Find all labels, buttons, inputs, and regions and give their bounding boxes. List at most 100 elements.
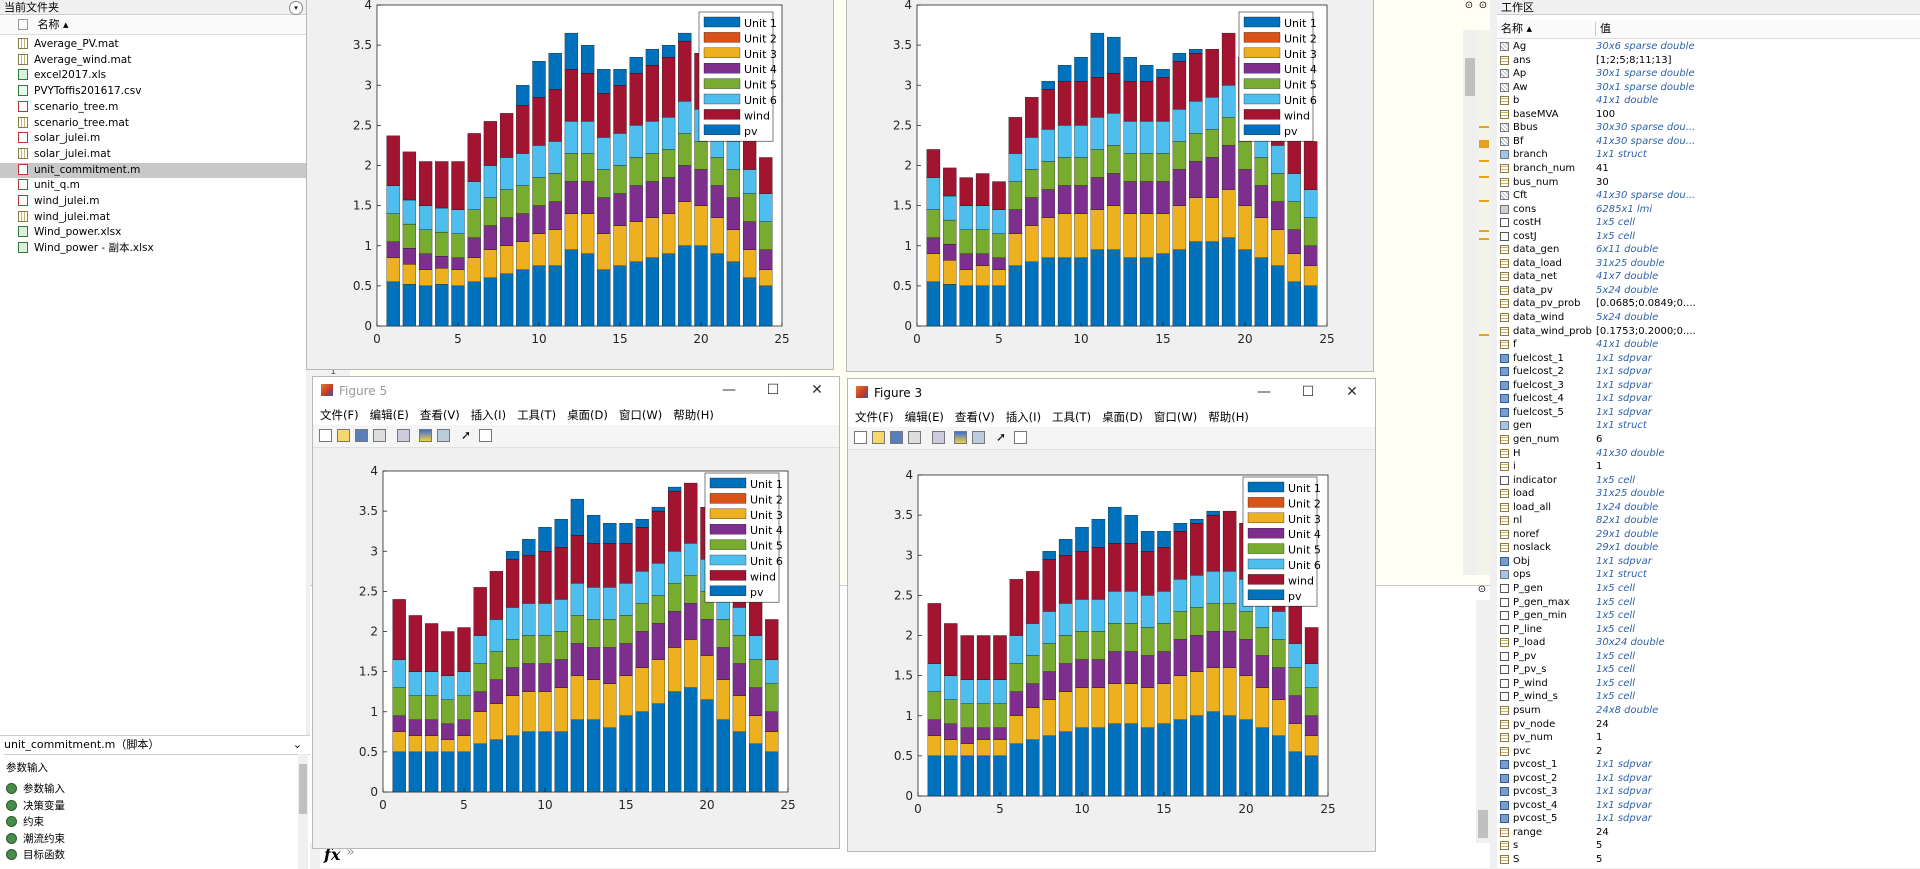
details-scrollbar[interactable] [298, 754, 308, 869]
link-plot-icon[interactable] [932, 431, 945, 444]
warning-marker[interactable] [1479, 160, 1489, 162]
legend-icon[interactable] [437, 429, 450, 442]
colorbar-icon[interactable] [419, 429, 432, 442]
workspace-variable-row[interactable]: gen_num 6 [1497, 433, 1920, 447]
menu-tools[interactable]: 工具(T) [1052, 410, 1092, 424]
workspace-variable-row[interactable]: nl 82x1 double [1497, 514, 1920, 528]
figure-title-bar[interactable]: Figure 5 — ☐ ✕ [313, 377, 839, 405]
workspace-variable-row[interactable]: noref 29x1 double [1497, 528, 1920, 542]
new-figure-icon[interactable] [854, 431, 867, 444]
figure-window-top-right[interactable]: 0 0.5 1 1.5 2 2.5 3 3.5 4 0 5 10 15 20 25 Unit 1 Unit 2 U… [846, 0, 1374, 372]
workspace-variable-row[interactable]: fuelcost_1 1x1 sdpvar [1497, 352, 1920, 366]
workspace-variable-row[interactable]: costJ 1x5 cell [1497, 230, 1920, 244]
workspace-variable-row[interactable]: f 41x1 double [1497, 338, 1920, 352]
workspace-variable-row[interactable]: range 24 [1497, 826, 1920, 840]
workspace-variable-row[interactable]: P_wind_s 1x5 cell [1497, 690, 1920, 704]
open-file-icon[interactable] [337, 429, 350, 442]
editor-scrollbar[interactable] [1463, 30, 1477, 575]
menu-edit[interactable]: 编辑(E) [369, 408, 409, 422]
workspace-variable-row[interactable]: psum 24x8 double [1497, 704, 1920, 718]
workspace-variable-row[interactable]: data_load 31x25 double [1497, 257, 1920, 271]
workspace-col-value[interactable]: 值 [1600, 22, 1611, 35]
editor-menu-icon[interactable]: ⊙ [1464, 0, 1474, 11]
colorbar-icon[interactable] [954, 431, 967, 444]
file-list-item[interactable]: solar_julei.mat [0, 147, 306, 163]
close-button[interactable]: ✕ [811, 382, 823, 398]
workspace-variable-row[interactable]: costH 1x5 cell [1497, 216, 1920, 230]
workspace-variable-row[interactable]: Aw 30x1 sparse double [1497, 81, 1920, 95]
file-list-header[interactable]: 名称 ▴ [0, 16, 306, 35]
figure-window-3[interactable]: Figure 3 — ☐ ✕ 文件(F) 编辑(E) 查看(V) 插入(I) 工具(T)… [847, 378, 1376, 852]
workspace-variable-row[interactable]: pv_num 1 [1497, 731, 1920, 745]
workspace-variable-row[interactable]: pvcost_3 1x1 sdpvar [1497, 785, 1920, 799]
workspace-variable-row[interactable]: pvcost_5 1x1 sdpvar [1497, 812, 1920, 826]
command-scroll-thumb[interactable] [1478, 810, 1488, 838]
property-editor-icon[interactable] [1014, 431, 1027, 444]
print-icon[interactable] [908, 431, 921, 444]
command-scrollbar[interactable] [1476, 600, 1490, 843]
workspace-variable-row[interactable]: P_line 1x5 cell [1497, 623, 1920, 637]
warning-marker[interactable] [1479, 140, 1489, 148]
save-icon[interactable] [890, 431, 903, 444]
workspace-variable-row[interactable]: branch 1x1 struct [1497, 148, 1920, 162]
open-file-icon[interactable] [872, 431, 885, 444]
workspace-variable-row[interactable]: ops 1x1 struct [1497, 568, 1920, 582]
menu-help[interactable]: 帮助(H) [1208, 410, 1249, 424]
figure-axes-chart[interactable]: 0 0.5 1 1.5 2 2.5 3 3.5 4 0 5 10 15 20 25 Unit 1 Unit 2 U… [848, 449, 1376, 852]
figure-title-bar[interactable]: Figure 3 — ☐ ✕ [848, 379, 1375, 407]
panel-menu-icon[interactable]: ▾ [289, 1, 303, 15]
editor-menu-icon[interactable]: ⊙ [1478, 0, 1488, 11]
details-list-item[interactable]: 目标函数 [6, 848, 310, 864]
warning-marker[interactable] [1479, 334, 1489, 336]
pointer-icon[interactable]: ➚ [996, 430, 1007, 444]
workspace-variable-row[interactable]: fuelcost_5 1x1 sdpvar [1497, 406, 1920, 420]
workspace-variable-row[interactable]: pvcost_4 1x1 sdpvar [1497, 799, 1920, 813]
menu-desktop[interactable]: 桌面(D) [1102, 410, 1143, 424]
warning-marker[interactable] [1479, 230, 1489, 232]
workspace-variable-row[interactable]: P_gen_min 1x5 cell [1497, 609, 1920, 623]
warning-marker[interactable] [1479, 238, 1489, 240]
workspace-variable-row[interactable]: P_load 30x24 double [1497, 636, 1920, 650]
workspace-variable-row[interactable]: Bf 41x30 sparse dou... [1497, 135, 1920, 149]
file-list-item[interactable]: Average_PV.mat [0, 37, 306, 53]
workspace-variable-row[interactable]: data_pv_prob [0.0685;0.0849;0.... [1497, 297, 1920, 311]
menu-edit[interactable]: 编辑(E) [904, 410, 944, 424]
workspace-variable-row[interactable]: fuelcost_2 1x1 sdpvar [1497, 365, 1920, 379]
column-name-header[interactable]: 名称 ▴ [37, 18, 69, 31]
menu-view[interactable]: 查看(V) [419, 408, 460, 422]
details-list-item[interactable]: 参数输入 [6, 782, 310, 798]
workspace-variable-row[interactable]: P_pv 1x5 cell [1497, 650, 1920, 664]
figure-window-top-left[interactable]: 0 0.5 1 1.5 2 2.5 3 3.5 4 0 5 10 15 20 25 Unit 1 Unit 2 U… [306, 0, 834, 370]
workspace-variable-row[interactable]: H 41x30 double [1497, 447, 1920, 461]
workspace-variable-row[interactable]: data_net 41x7 double [1497, 270, 1920, 284]
details-scroll-thumb[interactable] [299, 764, 307, 814]
file-list-item[interactable]: unit_commitment.m [0, 162, 306, 179]
workspace-variable-row[interactable]: load_all 1x24 double [1497, 501, 1920, 515]
legend-icon[interactable] [972, 431, 985, 444]
editor-scroll-thumb[interactable] [1465, 58, 1475, 96]
workspace-variable-row[interactable]: data_wind 5x24 double [1497, 311, 1920, 325]
workspace-variable-row[interactable]: load 31x25 double [1497, 487, 1920, 501]
workspace-variable-row[interactable]: gen 1x1 struct [1497, 419, 1920, 433]
menu-desktop[interactable]: 桌面(D) [567, 408, 608, 422]
workspace-variable-row[interactable]: pv_node 24 [1497, 718, 1920, 732]
workspace-variable-row[interactable]: data_gen 6x11 double [1497, 243, 1920, 257]
workspace-variable-row[interactable]: pvc 2 [1497, 745, 1920, 759]
print-icon[interactable] [373, 429, 386, 442]
workspace-variable-row[interactable]: Ap 30x1 sparse double [1497, 67, 1920, 81]
workspace-variable-row[interactable]: indicator 1x5 cell [1497, 474, 1920, 488]
file-list-item[interactable]: Wind_power.xlsx [0, 225, 306, 241]
warning-marker[interactable] [1479, 200, 1489, 202]
menu-insert[interactable]: 插入(I) [470, 408, 507, 422]
workspace-variable-row[interactable]: P_wind 1x5 cell [1497, 677, 1920, 691]
workspace-variable-row[interactable]: data_pv 5x24 double [1497, 284, 1920, 298]
menu-file[interactable]: 文件(F) [320, 408, 359, 422]
fx-icon[interactable]: fx [324, 845, 341, 864]
workspace-variable-row[interactable]: branch_num 41 [1497, 162, 1920, 176]
workspace-variable-row[interactable]: P_gen_max 1x5 cell [1497, 596, 1920, 610]
details-list-item[interactable]: 潮流约束 [6, 832, 310, 848]
workspace-variable-row[interactable]: fuelcost_3 1x1 sdpvar [1497, 379, 1920, 393]
workspace-variable-row[interactable]: P_gen 1x5 cell [1497, 582, 1920, 596]
